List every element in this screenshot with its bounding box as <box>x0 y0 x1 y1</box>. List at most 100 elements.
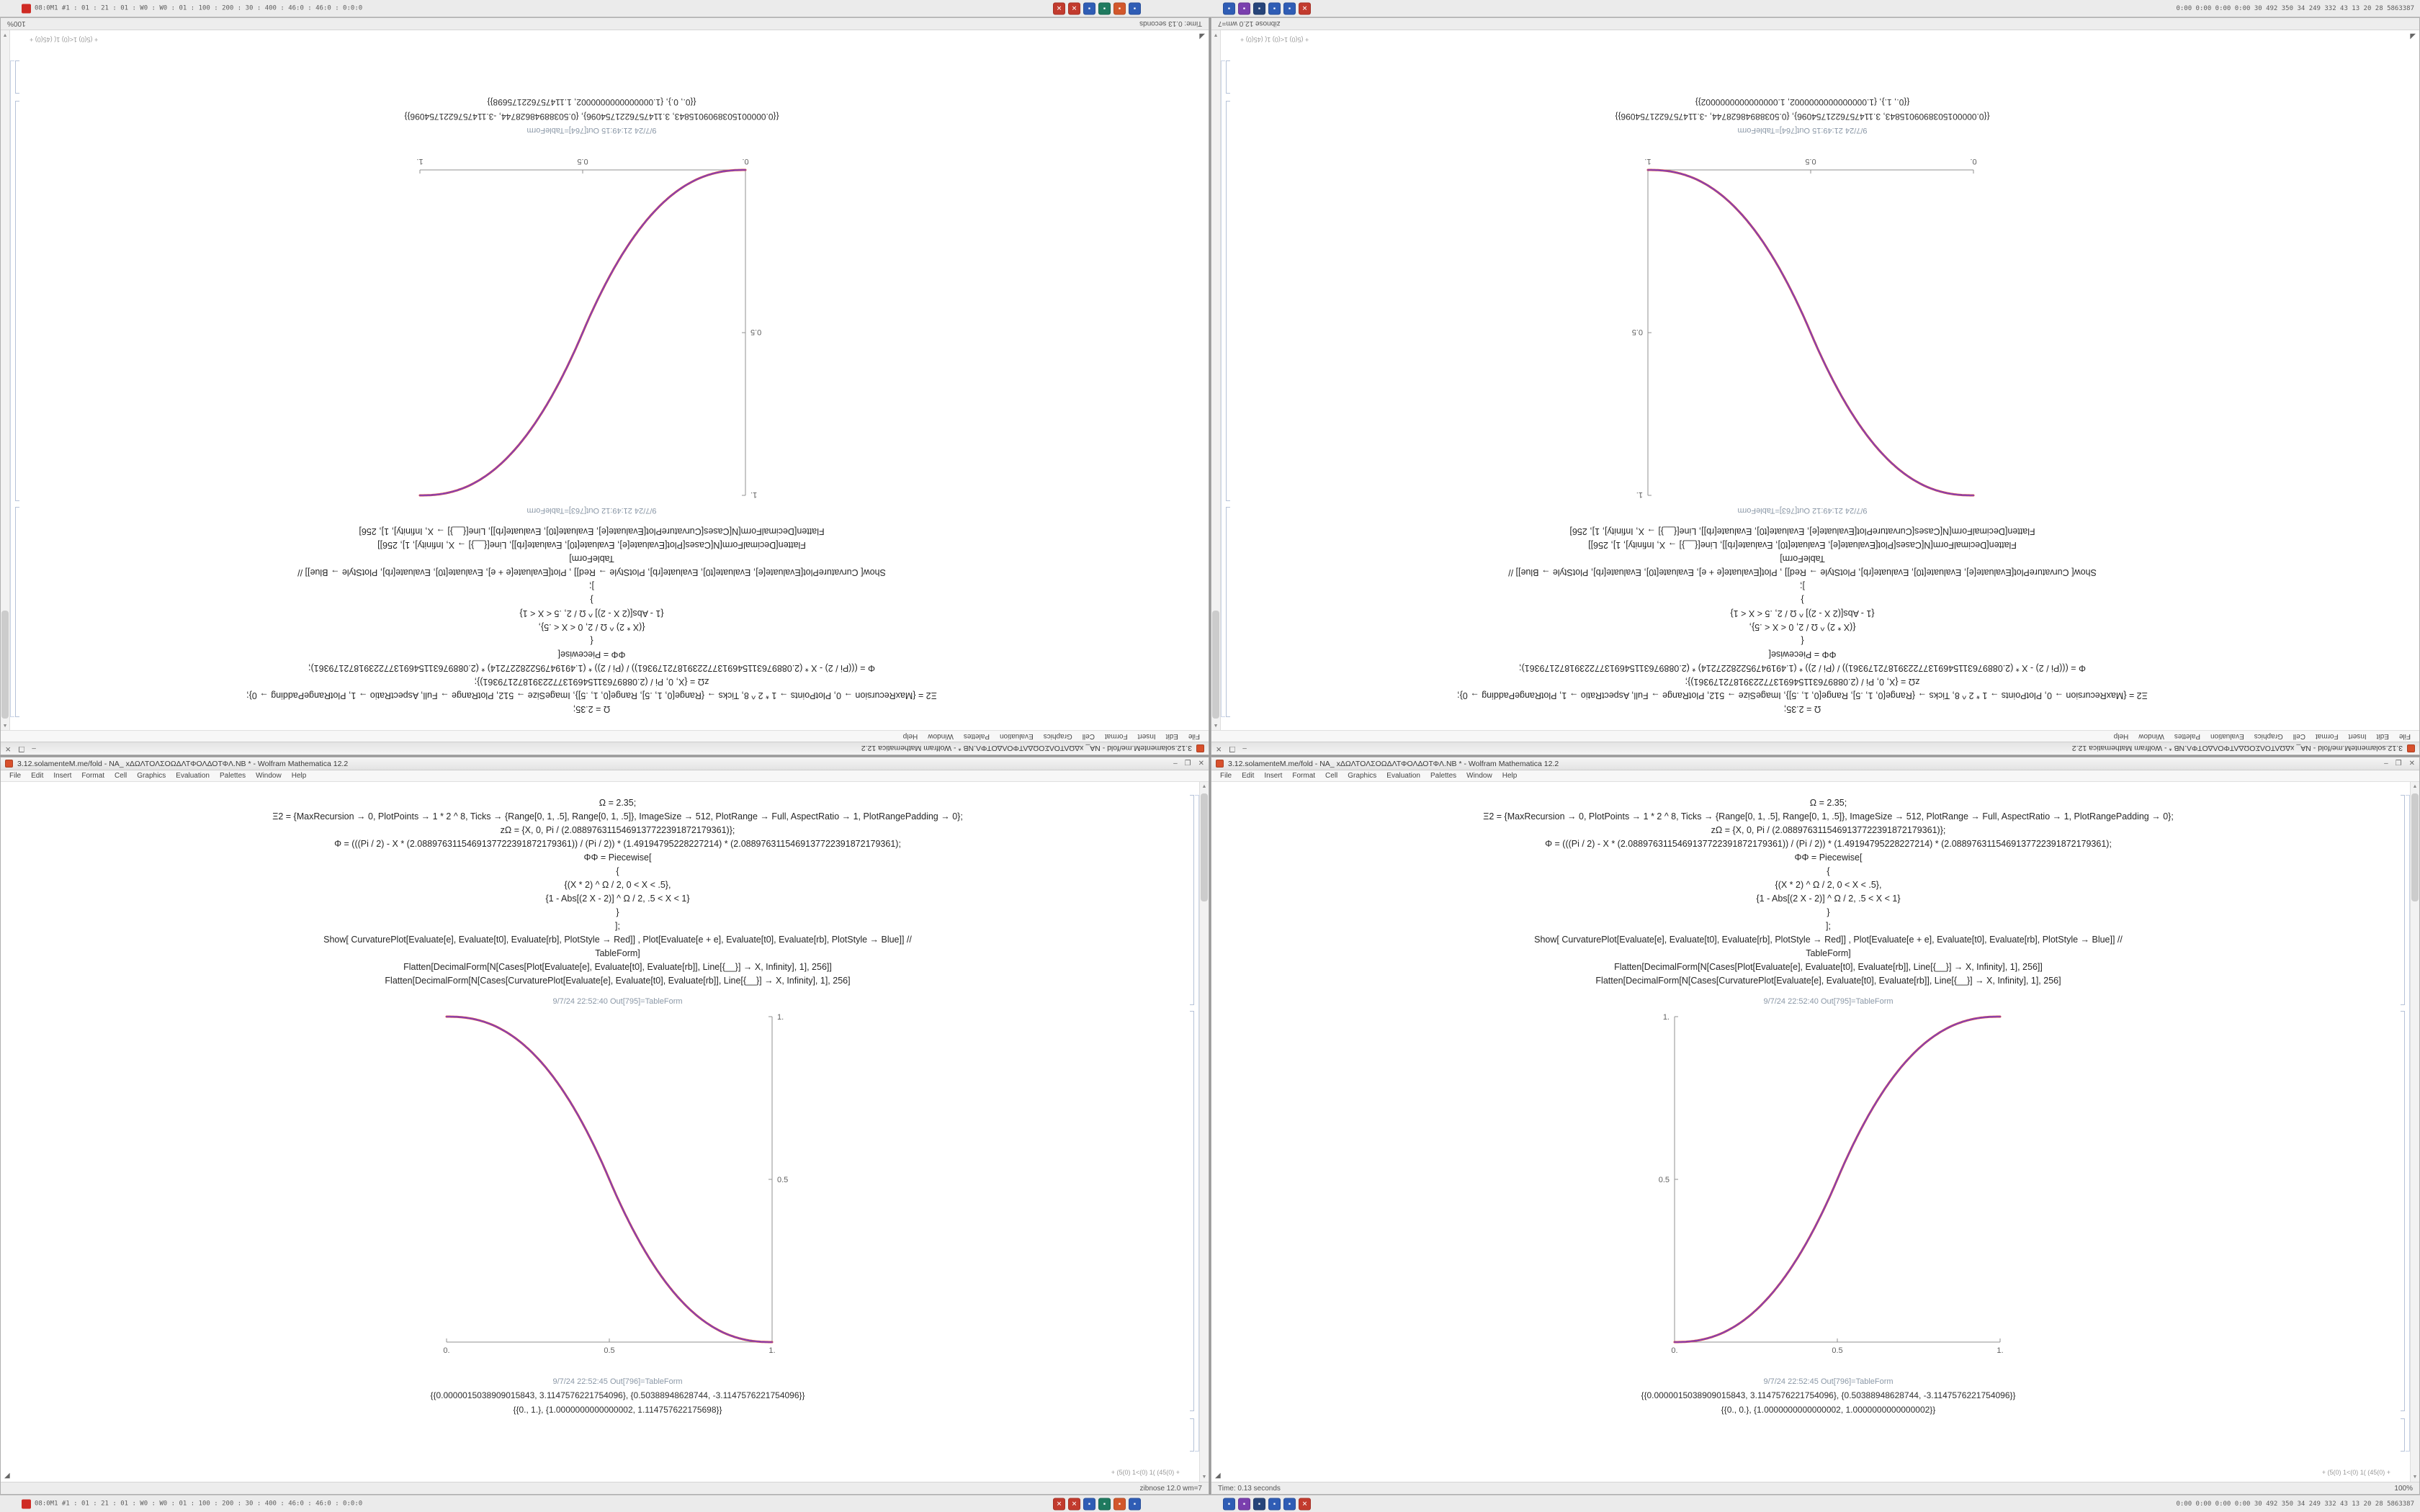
code-line[interactable]: {(X * 2) ^ Ω / 2, 0 < X < .5}, <box>1749 622 1856 632</box>
cell-bracket[interactable] <box>2401 1011 2405 1411</box>
cell-bracket[interactable] <box>15 60 19 94</box>
code-line[interactable]: ]; <box>615 921 620 931</box>
menu-graphics[interactable]: Graphics <box>1043 732 1072 740</box>
scrollbar-thumb[interactable] <box>1212 611 1219 719</box>
window-titlebar[interactable]: 3.12.solamenteM.me/fold - NA_ xΔΩΛΤΟΛΣΟΩ… <box>1 742 1209 755</box>
cell-bracket[interactable] <box>1226 101 1230 501</box>
menu-window[interactable]: Window <box>1466 772 1492 780</box>
code-line[interactable]: Flatten[DecimalForm[N[Cases[CurvaturePlo… <box>1569 526 2035 536</box>
code-line[interactable]: Ξ2 = {MaxRecursion → 0, PlotPoints → 1 *… <box>246 690 937 701</box>
code-line[interactable]: zΩ = {X, 0, Pi / (2.08897631154691377223… <box>1685 677 1920 687</box>
code-line[interactable]: zΩ = {X, 0, Pi / (2.08897631154691377223… <box>1711 825 1946 835</box>
plot-cell[interactable]: 0. 0.5 1. 0.5 1. <box>1262 1008 2395 1368</box>
app-icon-orange[interactable]: ▪ <box>1113 1498 1126 1510</box>
menu-insert[interactable]: Insert <box>1264 772 1283 780</box>
code-line[interactable]: Flatten[DecimalForm[N[Cases[Plot[Evaluat… <box>403 962 832 972</box>
cell-bracket[interactable] <box>15 101 19 501</box>
menu-help[interactable]: Help <box>291 772 307 780</box>
result-row[interactable]: {{0.0000015038909015843, 3.1147576221754… <box>1641 1390 2016 1400</box>
code-line[interactable]: Flatten[DecimalForm[N[Cases[Plot[Evaluat… <box>377 540 806 550</box>
window-titlebar[interactable]: 3.12.solamenteM.me/fold - NA_ xΔΩΛΤΟΛΣΟΩ… <box>1211 742 2419 755</box>
menu-file[interactable]: File <box>1220 772 1232 780</box>
minimize-button[interactable]: – <box>2384 760 2388 768</box>
cell-group-bracket[interactable] <box>10 60 14 717</box>
maximize-button[interactable]: ❐ <box>18 744 25 752</box>
scroll-up-icon[interactable]: ▲ <box>2412 784 2418 789</box>
code-line[interactable]: ]; <box>1826 921 1831 931</box>
result-row[interactable]: {{0., 1.}, {1.0000000000000002, 1.114757… <box>513 1405 722 1415</box>
code-cell[interactable]: Ω = 2.35; Ξ2 = {MaxRecursion → 0, PlotPoi… <box>25 524 1158 716</box>
close-button[interactable]: ✕ <box>2408 760 2415 768</box>
code-line[interactable]: Show[ CurvaturePlot[Evaluate[e], Evaluat… <box>297 567 886 577</box>
vertical-scrollbar[interactable]: ▲ ▼ <box>2410 782 2419 1482</box>
resize-corner-icon[interactable]: ◢ <box>2410 32 2416 40</box>
app-icon-teal[interactable]: ▪ <box>1098 1498 1111 1510</box>
code-line[interactable]: Ξ2 = {MaxRecursion → 0, PlotPoints → 1 *… <box>272 811 963 822</box>
code-line[interactable]: zΩ = {X, 0, Pi / (2.08897631154691377223… <box>500 825 735 835</box>
app-icon-navy[interactable]: ▪ <box>1253 1498 1265 1510</box>
code-line[interactable]: Show[ CurvaturePlot[Evaluate[e], Evaluat… <box>1508 567 2097 577</box>
resize-corner-icon[interactable]: ◢ <box>4 1472 10 1480</box>
code-line[interactable]: { <box>590 636 593 646</box>
code-line[interactable]: Ω = 2.35; <box>573 704 611 714</box>
cell-bracket[interactable] <box>1190 1011 1194 1411</box>
plot-cell[interactable]: 0. 0.5 1. 0.5 1. <box>51 1008 1184 1368</box>
code-line[interactable]: Ω = 2.35; <box>599 798 637 808</box>
code-line[interactable]: TableForm] <box>1806 948 1851 958</box>
menu-window[interactable]: Window <box>928 732 954 740</box>
cell-bracket[interactable] <box>1226 507 1230 717</box>
menu-palettes[interactable]: Palettes <box>1430 772 1457 780</box>
code-line[interactable]: } <box>616 907 619 917</box>
menu-palettes[interactable]: Palettes <box>963 732 990 740</box>
menu-format[interactable]: Format <box>81 772 105 780</box>
app-icon-blue-5[interactable]: ▪ <box>1283 1498 1296 1510</box>
app-icon-blue-5[interactable]: ▪ <box>1283 2 1296 14</box>
menu-evaluation[interactable]: Evaluation <box>1386 772 1420 780</box>
code-line[interactable]: Ξ2 = {MaxRecursion → 0, PlotPoints → 1 *… <box>1457 690 2148 701</box>
cell-bracket[interactable] <box>1190 1418 1194 1452</box>
plot-cell[interactable]: 0. 0.5 1. 0.5 1. <box>25 144 1158 504</box>
app-icon-blue-2[interactable]: ▪ <box>1129 2 1141 14</box>
code-line[interactable]: {(X * 2) ^ Ω / 2, 0 < X < .5}, <box>538 622 645 632</box>
code-line[interactable]: { <box>1827 866 1830 876</box>
result-row[interactable]: {{0.0000015038909015843, 3.1147576221754… <box>430 1390 805 1400</box>
cell-group-bracket[interactable] <box>2406 795 2410 1452</box>
menu-insert[interactable]: Insert <box>53 772 72 780</box>
app-icon-blue-3[interactable]: ▪ <box>1223 2 1235 14</box>
app-icon-blue-1[interactable]: ▪ <box>1083 2 1095 14</box>
scroll-down-icon[interactable]: ▼ <box>1201 1475 1207 1480</box>
code-line[interactable]: {1 - Abs[(2 X - 2)] ^ Ω / 2, .5 < X < 1} <box>545 894 690 904</box>
menu-edit[interactable]: Edit <box>31 772 44 780</box>
code-line[interactable]: } <box>590 595 593 605</box>
code-line[interactable]: Flatten[DecimalForm[N[Cases[CurvaturePlo… <box>385 976 851 986</box>
code-cell[interactable]: Ω = 2.35; Ξ2 = {MaxRecursion → 0, PlotPoi… <box>1262 796 2395 988</box>
code-line[interactable]: {(X * 2) ^ Ω / 2, 0 < X < .5}, <box>564 880 671 890</box>
scroll-up-icon[interactable]: ▲ <box>2 723 8 728</box>
app-icon-blue-3[interactable]: ▪ <box>1223 1498 1235 1510</box>
close-button[interactable]: ✕ <box>1198 760 1204 768</box>
resize-corner-icon[interactable]: ◢ <box>1199 32 1205 40</box>
code-cell[interactable]: Ω = 2.35; Ξ2 = {MaxRecursion → 0, PlotPoi… <box>51 796 1184 988</box>
code-line[interactable]: {1 - Abs[(2 X - 2)] ^ Ω / 2, .5 < X < 1} <box>519 608 664 618</box>
menu-window[interactable]: Window <box>256 772 282 780</box>
code-line[interactable]: {1 - Abs[(2 X - 2)] ^ Ω / 2, .5 < X < 1} <box>1730 608 1875 618</box>
scroll-up-icon[interactable]: ▲ <box>1213 723 1219 728</box>
code-line[interactable]: Ω = 2.35; <box>1809 798 1847 808</box>
menu-cell[interactable]: Cell <box>115 772 127 780</box>
app-icon-red-3[interactable]: ✕ <box>1299 2 1311 14</box>
menu-palettes[interactable]: Palettes <box>2174 732 2200 740</box>
window-titlebar[interactable]: 3.12.solamenteM.me/fold - NA_ xΔΩΛΤΟΛΣΟΩ… <box>1 757 1209 770</box>
menu-file[interactable]: File <box>9 772 22 780</box>
menu-help[interactable]: Help <box>1502 772 1518 780</box>
cell-bracket[interactable] <box>1190 795 1194 1005</box>
menu-edit[interactable]: Edit <box>1165 732 1178 740</box>
scroll-down-icon[interactable]: ▼ <box>2412 1475 2418 1480</box>
code-line[interactable]: TableForm] <box>569 554 614 564</box>
code-line[interactable]: ΦΦ = Piecewise[ <box>1768 649 1837 660</box>
code-line[interactable]: Flatten[DecimalForm[N[Cases[Plot[Evaluat… <box>1614 962 2043 972</box>
scroll-down-icon[interactable]: ▼ <box>1213 32 1219 37</box>
minimize-button[interactable]: – <box>1173 760 1178 768</box>
menu-evaluation[interactable]: Evaluation <box>1000 732 1034 740</box>
result-row[interactable]: {{0., 0.}, {1.0000000000000002, 1.114757… <box>487 97 696 107</box>
maximize-button[interactable]: ❐ <box>1229 744 1236 752</box>
